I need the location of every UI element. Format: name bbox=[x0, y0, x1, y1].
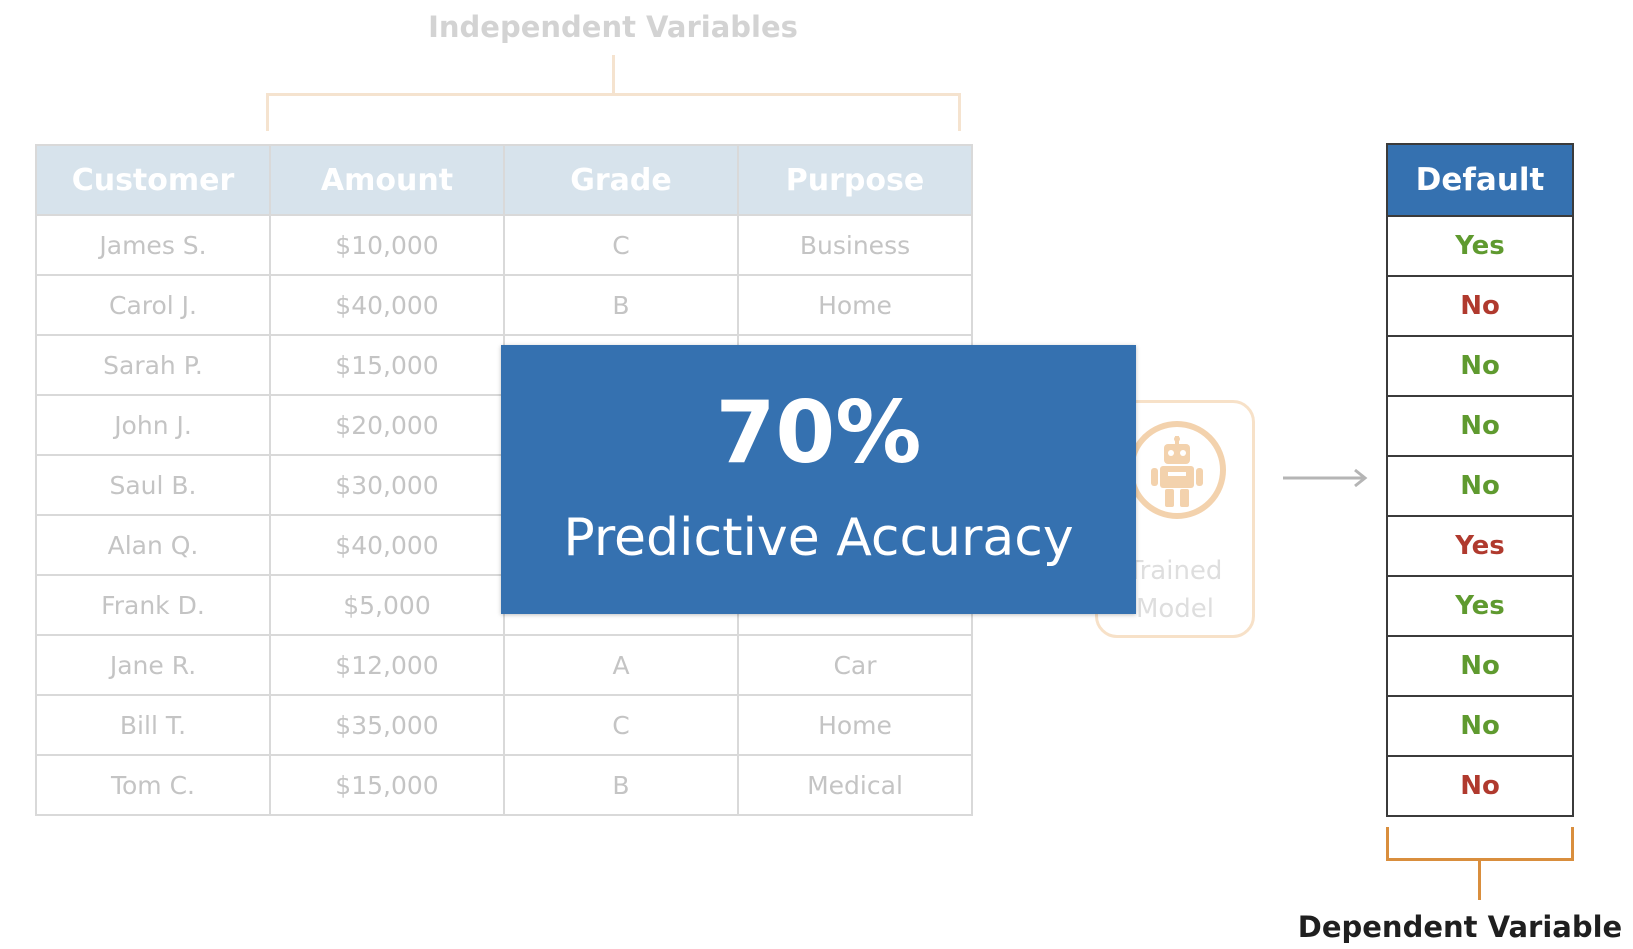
dependent-bracket-stem bbox=[1478, 858, 1481, 900]
table-row: Tom C. $15,000 B Medical bbox=[35, 754, 973, 816]
cell-customer: John J. bbox=[35, 394, 271, 456]
cell-customer: Sarah P. bbox=[35, 334, 271, 396]
cell-grade: B bbox=[503, 274, 739, 336]
default-value: No bbox=[1386, 635, 1574, 697]
default-table: Default Yes No No No No Yes Yes No No No bbox=[1386, 143, 1574, 817]
default-value: Yes bbox=[1386, 215, 1574, 277]
default-value: No bbox=[1386, 695, 1574, 757]
dependent-variable-label: Dependent Variable bbox=[1297, 910, 1623, 944]
table-row: Carol J. $40,000 B Home bbox=[35, 274, 973, 336]
cell-purpose: Home bbox=[737, 274, 973, 336]
cell-amount: $35,000 bbox=[269, 694, 505, 756]
header-purpose: Purpose bbox=[737, 144, 973, 216]
default-value: Yes bbox=[1386, 515, 1574, 577]
table-row: Jane R. $12,000 A Car bbox=[35, 634, 973, 696]
cell-customer: Carol J. bbox=[35, 274, 271, 336]
cell-customer: Alan Q. bbox=[35, 514, 271, 576]
default-value: No bbox=[1386, 755, 1574, 817]
robot-icon bbox=[1151, 436, 1203, 507]
accuracy-value: 70% bbox=[715, 383, 922, 483]
independent-variables-label: Independent Variables bbox=[428, 10, 798, 44]
cell-amount: $30,000 bbox=[269, 454, 505, 516]
default-value: No bbox=[1386, 335, 1574, 397]
default-value: No bbox=[1386, 455, 1574, 517]
cell-purpose: Business bbox=[737, 214, 973, 276]
cell-grade: C bbox=[503, 214, 739, 276]
trained-model-label: Trained Model bbox=[1095, 552, 1255, 628]
default-header-row: Default bbox=[1386, 143, 1574, 217]
header-default: Default bbox=[1386, 143, 1574, 217]
arrow-right-icon bbox=[1283, 468, 1368, 488]
cell-grade: C bbox=[503, 694, 739, 756]
cell-purpose: Medical bbox=[737, 754, 973, 816]
table-row: Yes bbox=[1386, 215, 1574, 277]
table-row: No bbox=[1386, 755, 1574, 817]
cell-amount: $40,000 bbox=[269, 274, 505, 336]
table-row: No bbox=[1386, 455, 1574, 517]
table-row: No bbox=[1386, 635, 1574, 697]
dependent-bracket-left-tick bbox=[1386, 827, 1389, 861]
table-row: Bill T. $35,000 C Home bbox=[35, 694, 973, 756]
cell-amount: $40,000 bbox=[269, 514, 505, 576]
cell-customer: Frank D. bbox=[35, 574, 271, 636]
cell-customer: James S. bbox=[35, 214, 271, 276]
table-row: No bbox=[1386, 395, 1574, 457]
cell-amount: $20,000 bbox=[269, 394, 505, 456]
default-value: Yes bbox=[1386, 575, 1574, 637]
table-row: No bbox=[1386, 695, 1574, 757]
header-grade: Grade bbox=[503, 144, 739, 216]
cell-amount: $15,000 bbox=[269, 754, 505, 816]
table-header-row: Customer Amount Grade Purpose bbox=[35, 144, 973, 216]
table-row: Yes bbox=[1386, 515, 1574, 577]
accuracy-label: Predictive Accuracy bbox=[563, 508, 1074, 568]
independent-bracket-left-tick bbox=[266, 93, 269, 131]
trained-model-label-line1: Trained bbox=[1127, 556, 1223, 586]
cell-grade: B bbox=[503, 754, 739, 816]
independent-bracket-stem bbox=[612, 55, 615, 93]
cell-customer: Saul B. bbox=[35, 454, 271, 516]
default-value: No bbox=[1386, 275, 1574, 337]
header-amount: Amount bbox=[269, 144, 505, 216]
cell-amount: $10,000 bbox=[269, 214, 505, 276]
table-row: No bbox=[1386, 275, 1574, 337]
accuracy-overlay: 70% Predictive Accuracy bbox=[501, 345, 1136, 614]
header-customer: Customer bbox=[35, 144, 271, 216]
trained-model-label-line2: Model bbox=[1135, 594, 1215, 624]
cell-customer: Bill T. bbox=[35, 694, 271, 756]
cell-amount: $15,000 bbox=[269, 334, 505, 396]
cell-customer: Jane R. bbox=[35, 634, 271, 696]
table-row: James S. $10,000 C Business bbox=[35, 214, 973, 276]
table-row: No bbox=[1386, 335, 1574, 397]
cell-purpose: Home bbox=[737, 694, 973, 756]
cell-customer: Tom C. bbox=[35, 754, 271, 816]
cell-purpose: Car bbox=[737, 634, 973, 696]
table-row: Yes bbox=[1386, 575, 1574, 637]
dependent-bracket-right-tick bbox=[1571, 827, 1574, 861]
independent-bracket-right-tick bbox=[958, 93, 961, 131]
independent-bracket-bar bbox=[266, 93, 961, 96]
cell-amount: $5,000 bbox=[269, 574, 505, 636]
cell-grade: A bbox=[503, 634, 739, 696]
default-value: No bbox=[1386, 395, 1574, 457]
cell-amount: $12,000 bbox=[269, 634, 505, 696]
